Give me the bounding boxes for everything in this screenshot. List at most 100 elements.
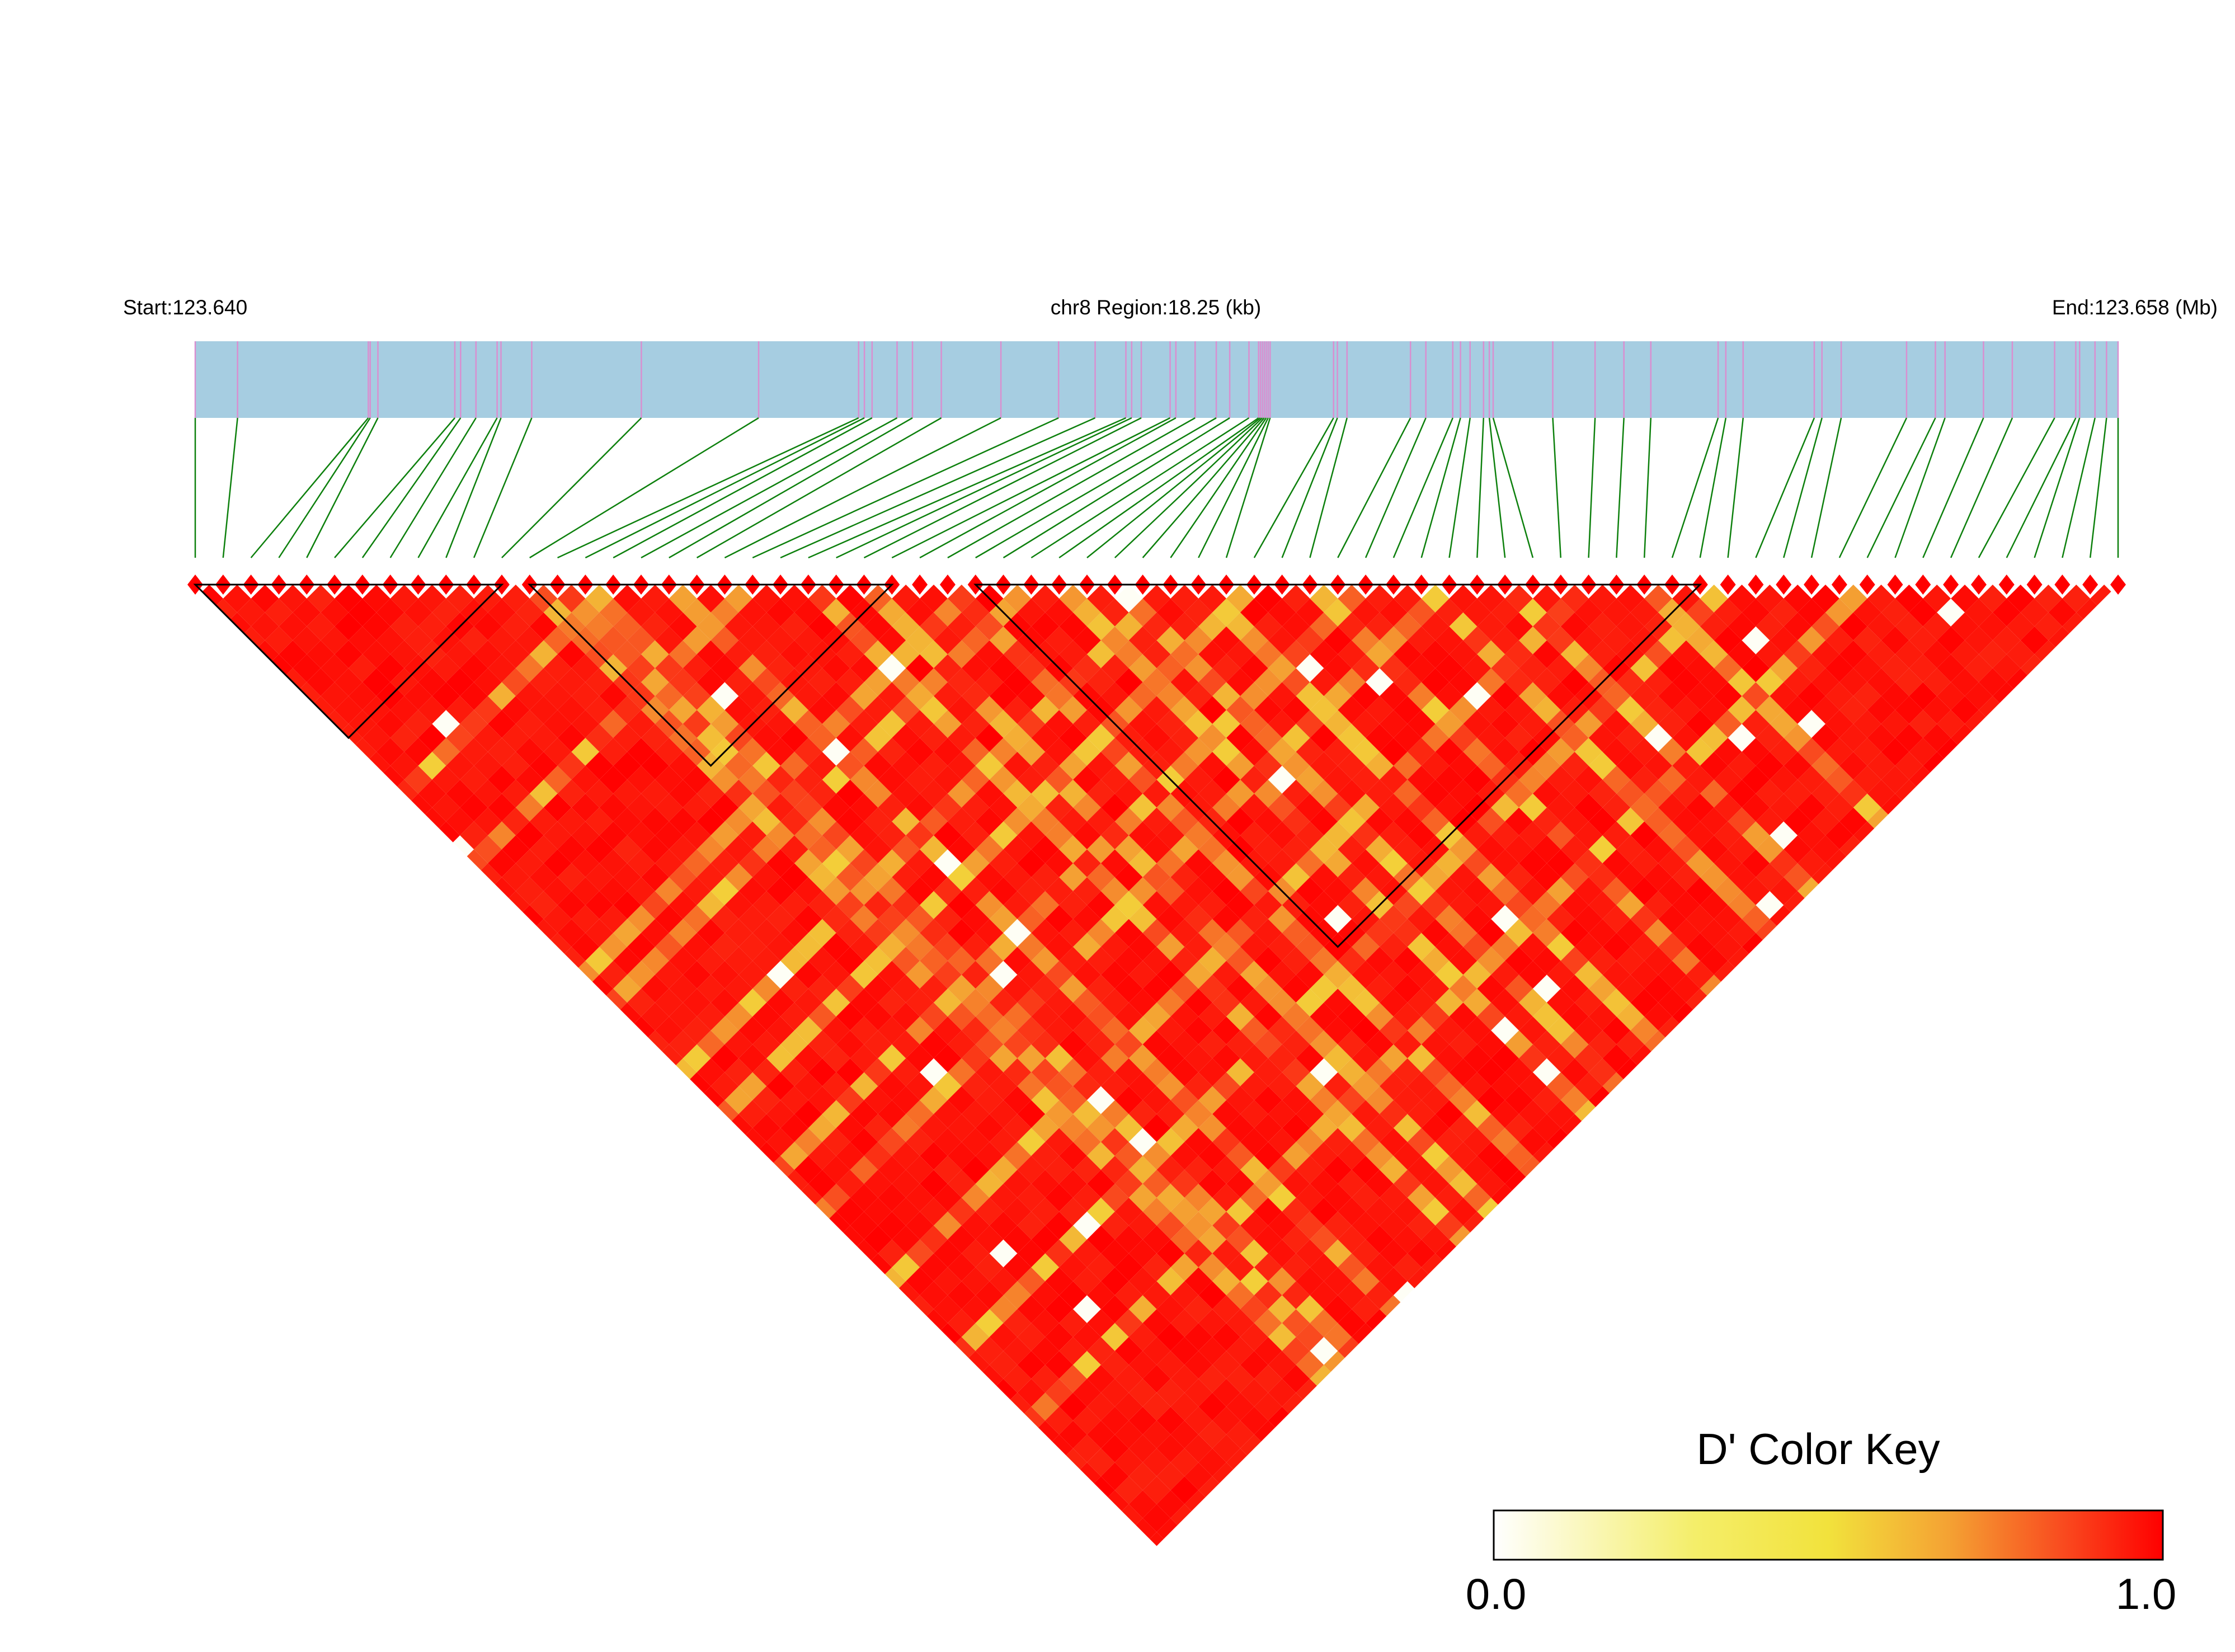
ld-cell xyxy=(1574,737,1603,766)
ld-cell xyxy=(265,598,293,627)
ld-cell xyxy=(1017,877,1046,905)
ld-cell xyxy=(892,585,920,613)
ld-cell xyxy=(1059,1364,1087,1393)
ld-cell xyxy=(1379,1100,1408,1128)
ld-cell xyxy=(961,710,990,738)
ld-cell xyxy=(1017,793,1046,822)
ld-cell xyxy=(1379,1183,1408,1212)
snp-connector xyxy=(613,417,873,559)
ld-cell xyxy=(1017,1072,1046,1100)
ld-cell xyxy=(376,737,404,766)
ld-cell xyxy=(627,765,655,794)
ld-cell xyxy=(1574,961,1603,989)
ld-cell xyxy=(1017,710,1046,738)
snp-connector xyxy=(1058,417,1259,559)
snp-connector xyxy=(222,417,238,558)
ld-cell xyxy=(348,626,377,655)
ld-cell xyxy=(683,682,711,710)
ld-cell xyxy=(543,654,572,683)
ld-cell xyxy=(1114,975,1143,1003)
ld-cell xyxy=(1282,835,1310,864)
ld-cell xyxy=(237,598,265,627)
ld-cell xyxy=(1114,1225,1143,1254)
ld-cell xyxy=(724,1003,753,1030)
ld-cell xyxy=(1379,1211,1408,1240)
ld-cell xyxy=(501,835,530,864)
ld-cell xyxy=(961,654,990,683)
ld-cell xyxy=(1184,1378,1213,1407)
ld-cell xyxy=(1282,1336,1310,1365)
ld-cell xyxy=(1184,961,1213,989)
ld-cell xyxy=(878,1072,906,1100)
ld-cell xyxy=(683,821,711,850)
ld-cell xyxy=(1114,1281,1143,1310)
ld-cell xyxy=(474,696,502,724)
ld-cell xyxy=(878,1183,906,1212)
ld-cell xyxy=(1142,585,1171,613)
ld-cell xyxy=(961,849,990,878)
ld-cell xyxy=(1379,1016,1408,1044)
ld-cell xyxy=(780,1142,808,1170)
ld-cell xyxy=(1184,1239,1213,1268)
ld-cell xyxy=(724,585,753,613)
ld-cell xyxy=(1756,724,1784,752)
ld-cell xyxy=(961,877,990,905)
ld-cell xyxy=(1978,585,2007,613)
ld-cell xyxy=(1059,863,1087,891)
ld-cell xyxy=(724,1058,753,1086)
ld-cell xyxy=(404,710,432,738)
ld-cell xyxy=(961,1156,990,1184)
ld-cell xyxy=(1853,626,1881,655)
ld-cell xyxy=(1756,891,1784,919)
ld-cell xyxy=(585,919,614,947)
snp-connector xyxy=(1031,417,1250,559)
ld-cell xyxy=(878,710,906,738)
ld-cell xyxy=(1338,585,1366,613)
ld-cell xyxy=(529,779,558,808)
ld-cell xyxy=(474,835,502,864)
ld-cell xyxy=(724,1086,753,1114)
ld-cell xyxy=(1184,1016,1213,1044)
ld-cell xyxy=(1017,1378,1046,1407)
ld-cell xyxy=(585,891,614,919)
color-key-min-label: 0.0 xyxy=(1466,1569,1526,1618)
ld-cell xyxy=(1393,585,1422,613)
ld-cell xyxy=(724,807,753,836)
ld-cell xyxy=(780,807,808,836)
ld-cell xyxy=(822,933,850,961)
ld-cell xyxy=(961,765,990,794)
ld-cell xyxy=(822,821,850,850)
ld-cell xyxy=(822,1156,850,1184)
ld-cell xyxy=(1184,710,1213,738)
ld-cell xyxy=(348,598,377,627)
ld-cell xyxy=(1114,919,1143,947)
ld-cell xyxy=(822,849,850,878)
ld-cell xyxy=(1017,849,1046,878)
ld-cell xyxy=(404,682,432,710)
ld-cell xyxy=(1756,919,1784,947)
ld-cell xyxy=(1658,989,1686,1017)
ld-top-diamond xyxy=(1859,575,1875,595)
ld-cell xyxy=(1477,585,1505,613)
ld-cell xyxy=(1017,961,1046,989)
ld-cell xyxy=(1017,1267,1046,1296)
ld-cell xyxy=(1574,877,1603,905)
ld-cell xyxy=(920,1086,948,1114)
ld-cell xyxy=(878,1016,906,1044)
snp-connector xyxy=(1086,417,1261,558)
ld-cell xyxy=(1658,961,1686,989)
snp-connector xyxy=(696,417,942,559)
ld-cell xyxy=(961,1128,990,1156)
ld-cell xyxy=(1574,626,1603,655)
ld-cell xyxy=(1477,807,1505,836)
ld-cell xyxy=(432,765,460,794)
ld-cell xyxy=(376,598,404,627)
ld-cell xyxy=(1282,668,1310,696)
ld-cell xyxy=(1114,1142,1143,1170)
ld-cell xyxy=(1853,737,1881,766)
ld-cell xyxy=(501,807,530,836)
snp-connector xyxy=(752,417,1059,559)
region-start-label: Start:123.640 xyxy=(123,296,247,319)
ld-cell xyxy=(961,793,990,822)
ld-cell xyxy=(1658,654,1686,683)
